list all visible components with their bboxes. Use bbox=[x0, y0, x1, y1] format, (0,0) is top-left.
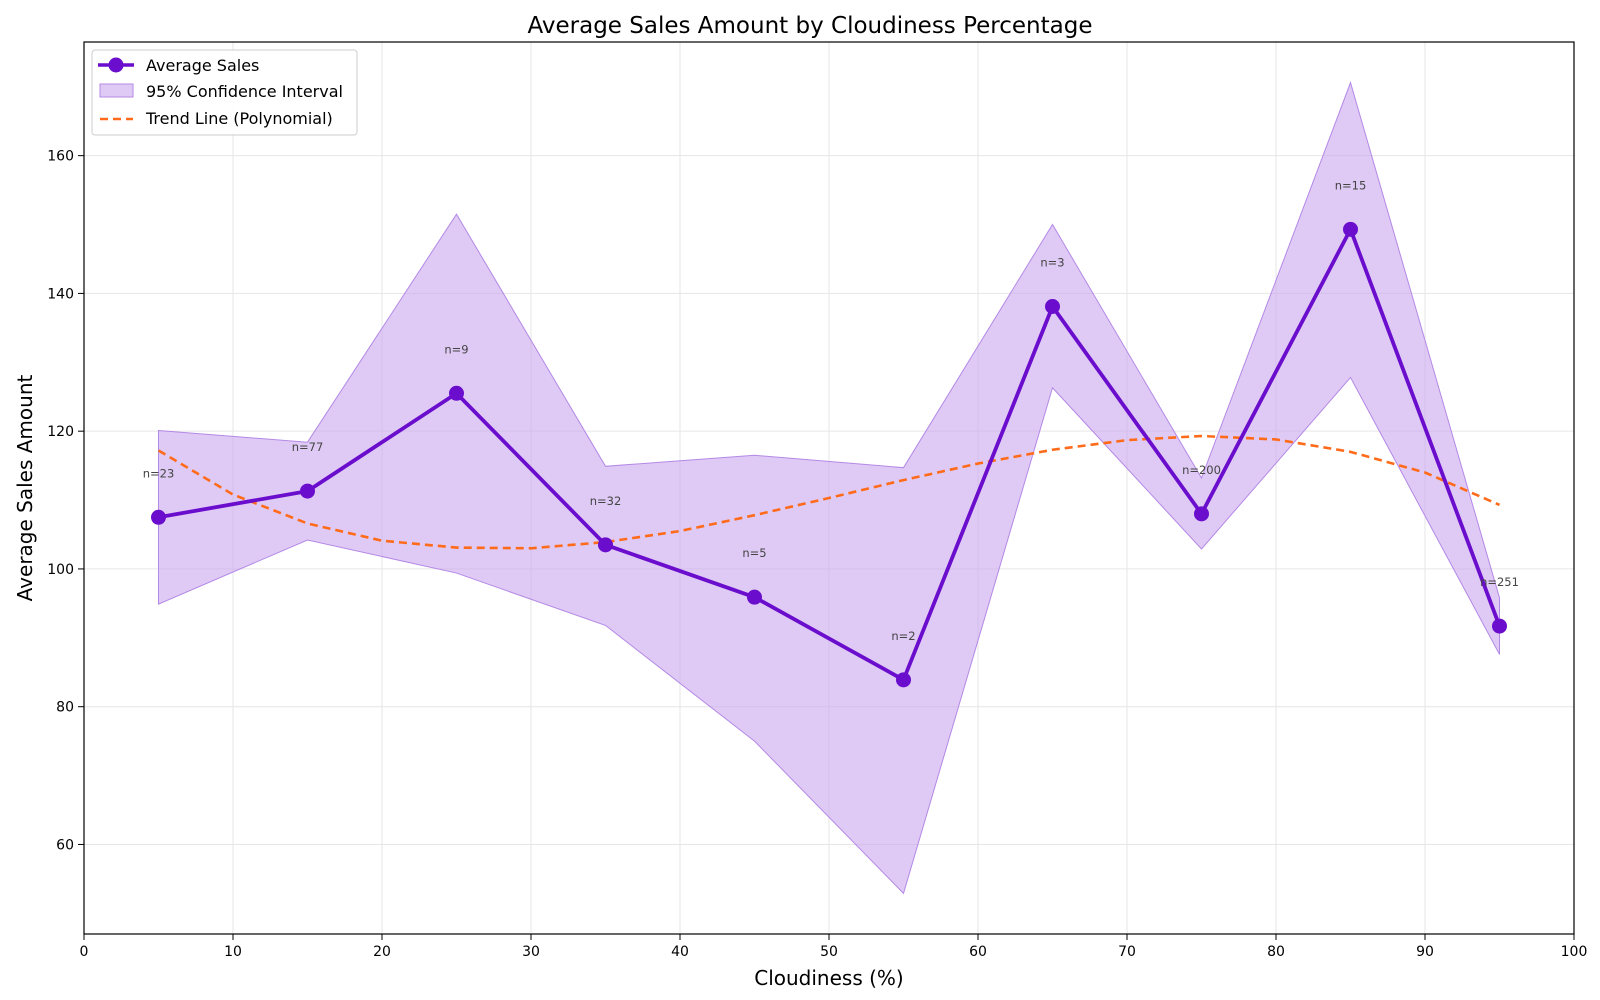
legend-label-average-sales: Average Sales bbox=[146, 56, 259, 75]
data-point bbox=[300, 483, 315, 499]
data-point bbox=[598, 537, 613, 553]
legend: Average Sales 95% Confidence Interval Tr… bbox=[91, 49, 358, 136]
data-point bbox=[449, 385, 464, 401]
sample-size-label: n=200 bbox=[1182, 463, 1221, 477]
confidence-band-area bbox=[158, 81, 1500, 895]
sample-size-label: n=5 bbox=[742, 546, 766, 560]
data-point bbox=[1045, 299, 1060, 315]
x-tick-label: 0 bbox=[80, 944, 89, 960]
x-tick-label: 30 bbox=[522, 944, 540, 960]
y-tick-label: 60 bbox=[56, 837, 74, 853]
trend-line-path bbox=[157, 434, 1501, 550]
x-axis-ticks: 0 10 20 30 40 50 60 70 80 90 100 bbox=[80, 934, 1588, 960]
x-tick-label: 60 bbox=[969, 944, 987, 960]
y-tick-label: 140 bbox=[47, 286, 74, 302]
data-point bbox=[1492, 618, 1507, 634]
y-tick-label: 100 bbox=[47, 562, 74, 578]
confidence-band bbox=[158, 81, 1500, 895]
legend-average-sales-marker bbox=[108, 57, 124, 73]
x-axis-label: Cloudiness (%) bbox=[754, 966, 903, 990]
x-tick-label: 20 bbox=[373, 944, 391, 960]
y-axis-label: Average Sales Amount bbox=[13, 375, 37, 602]
data-point bbox=[1194, 506, 1209, 522]
y-tick-label: 80 bbox=[56, 700, 74, 716]
sample-size-label: n=251 bbox=[1480, 575, 1519, 589]
y-tick-label: 160 bbox=[47, 149, 74, 165]
average-sales-path bbox=[158, 227, 1502, 682]
y-axis-ticks: 60 80 100 120 140 160 bbox=[47, 149, 84, 853]
sample-size-label: n=15 bbox=[1335, 178, 1367, 192]
sample-size-label: n=77 bbox=[292, 440, 324, 454]
legend-label-trend: Trend Line (Polynomial) bbox=[145, 109, 333, 128]
x-tick-label: 80 bbox=[1267, 944, 1285, 960]
chart-title: Average Sales Amount by Cloudiness Perce… bbox=[528, 13, 1093, 39]
y-tick-label: 120 bbox=[47, 424, 74, 440]
sample-size-label: n=23 bbox=[143, 466, 175, 480]
average-sales-line bbox=[158, 227, 1502, 682]
sample-size-label: n=32 bbox=[590, 494, 622, 508]
data-point bbox=[747, 589, 762, 605]
sample-size-label: n=9 bbox=[444, 342, 468, 356]
data-point bbox=[896, 672, 911, 688]
x-tick-label: 70 bbox=[1118, 944, 1136, 960]
sample-size-label: n=3 bbox=[1040, 256, 1064, 270]
trend-line bbox=[157, 434, 1501, 550]
legend-confidence-swatch bbox=[99, 83, 134, 98]
x-tick-label: 100 bbox=[1561, 944, 1588, 960]
x-tick-label: 90 bbox=[1416, 944, 1434, 960]
legend-label-confidence: 95% Confidence Interval bbox=[146, 82, 343, 101]
sample-size-annotations: n=23 n=77 n=9 n=32 n=5 n=2 n=3 n=200 n=15 n=251 bbox=[143, 178, 1519, 642]
data-point bbox=[151, 509, 166, 525]
x-tick-label: 40 bbox=[671, 944, 689, 960]
x-tick-label: 10 bbox=[224, 944, 242, 960]
data-point bbox=[1343, 221, 1358, 237]
average-sales-markers bbox=[151, 221, 1507, 688]
sample-size-label: n=2 bbox=[891, 629, 915, 643]
legend-box bbox=[91, 49, 358, 136]
x-tick-label: 50 bbox=[820, 944, 838, 960]
